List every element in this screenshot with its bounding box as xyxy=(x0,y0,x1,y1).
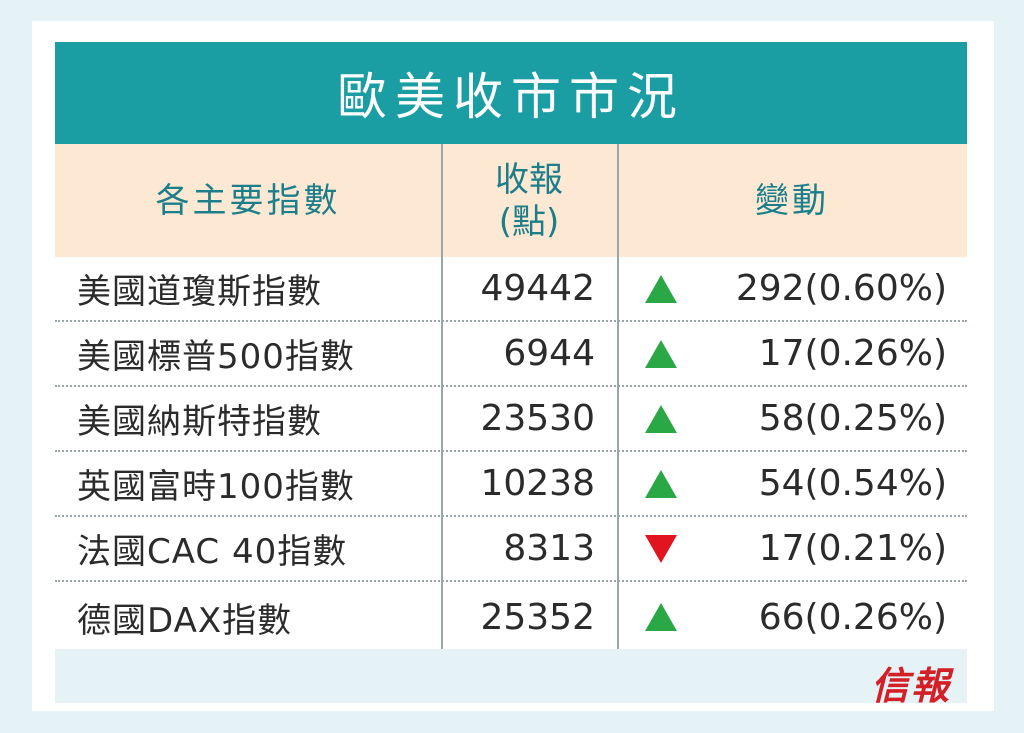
change-value: 292(0.60%) xyxy=(735,268,947,309)
up-arrow-icon xyxy=(645,582,677,652)
table-row: 英國富時100指數 10238 54(0.54%) xyxy=(55,452,967,517)
index-name: 美國納斯特指數 xyxy=(77,402,322,442)
footer-row: 信報 xyxy=(55,649,967,708)
change-value: 54(0.54%) xyxy=(758,463,947,504)
index-name: 美國道瓊斯指數 xyxy=(77,272,322,312)
table-row: 法國CAC 40指數 8313 17(0.21%) xyxy=(55,517,967,582)
table-row: 美國標普500指數 6944 17(0.26%) xyxy=(55,322,967,387)
close-value: 10238 xyxy=(480,463,595,504)
index-name: 美國標普500指數 xyxy=(77,337,355,377)
up-arrow-icon xyxy=(645,452,677,515)
index-name: 法國CAC 40指數 xyxy=(77,532,348,572)
down-arrow-icon xyxy=(645,517,677,580)
table-body: 美國道瓊斯指數 49442 292(0.60%) 美國標普500指數 6944 … xyxy=(55,257,967,654)
table-row: 美國納斯特指數 23530 58(0.25%) xyxy=(55,387,967,452)
up-arrow-icon xyxy=(645,257,677,320)
table-title: 歐美收市市況 xyxy=(55,42,967,144)
header-close: 收報 (點) xyxy=(441,144,617,257)
market-table-card: 歐美收市市況 各主要指數 收報 (點) 變動 美國道瓊斯指數 49442 292… xyxy=(32,21,994,711)
close-value: 49442 xyxy=(480,268,595,309)
change-value: 58(0.25%) xyxy=(758,398,947,439)
close-value: 6944 xyxy=(503,333,595,374)
close-value: 8313 xyxy=(503,528,595,569)
header-close-unit: (點) xyxy=(498,201,560,242)
table-row: 美國道瓊斯指數 49442 292(0.60%) xyxy=(55,257,967,322)
header-index: 各主要指數 xyxy=(155,180,341,221)
index-name: 德國DAX指數 xyxy=(77,600,293,641)
index-name: 英國富時100指數 xyxy=(77,467,355,507)
header-row: 各主要指數 收報 (點) 變動 xyxy=(55,144,967,257)
close-value: 25352 xyxy=(480,596,595,638)
change-value: 17(0.26%) xyxy=(758,333,947,374)
column-divider xyxy=(441,144,443,649)
column-divider xyxy=(617,144,619,649)
change-value: 17(0.21%) xyxy=(758,528,947,569)
close-value: 23530 xyxy=(480,398,595,439)
up-arrow-icon xyxy=(645,387,677,450)
header-change: 變動 xyxy=(755,180,829,221)
up-arrow-icon xyxy=(645,322,677,385)
publisher-logo: 信報 xyxy=(870,663,951,708)
change-value: 66(0.26%) xyxy=(758,596,947,638)
table-row: 德國DAX指數 25352 66(0.26%) xyxy=(55,582,967,654)
header-close-label: 收報 xyxy=(495,159,563,200)
